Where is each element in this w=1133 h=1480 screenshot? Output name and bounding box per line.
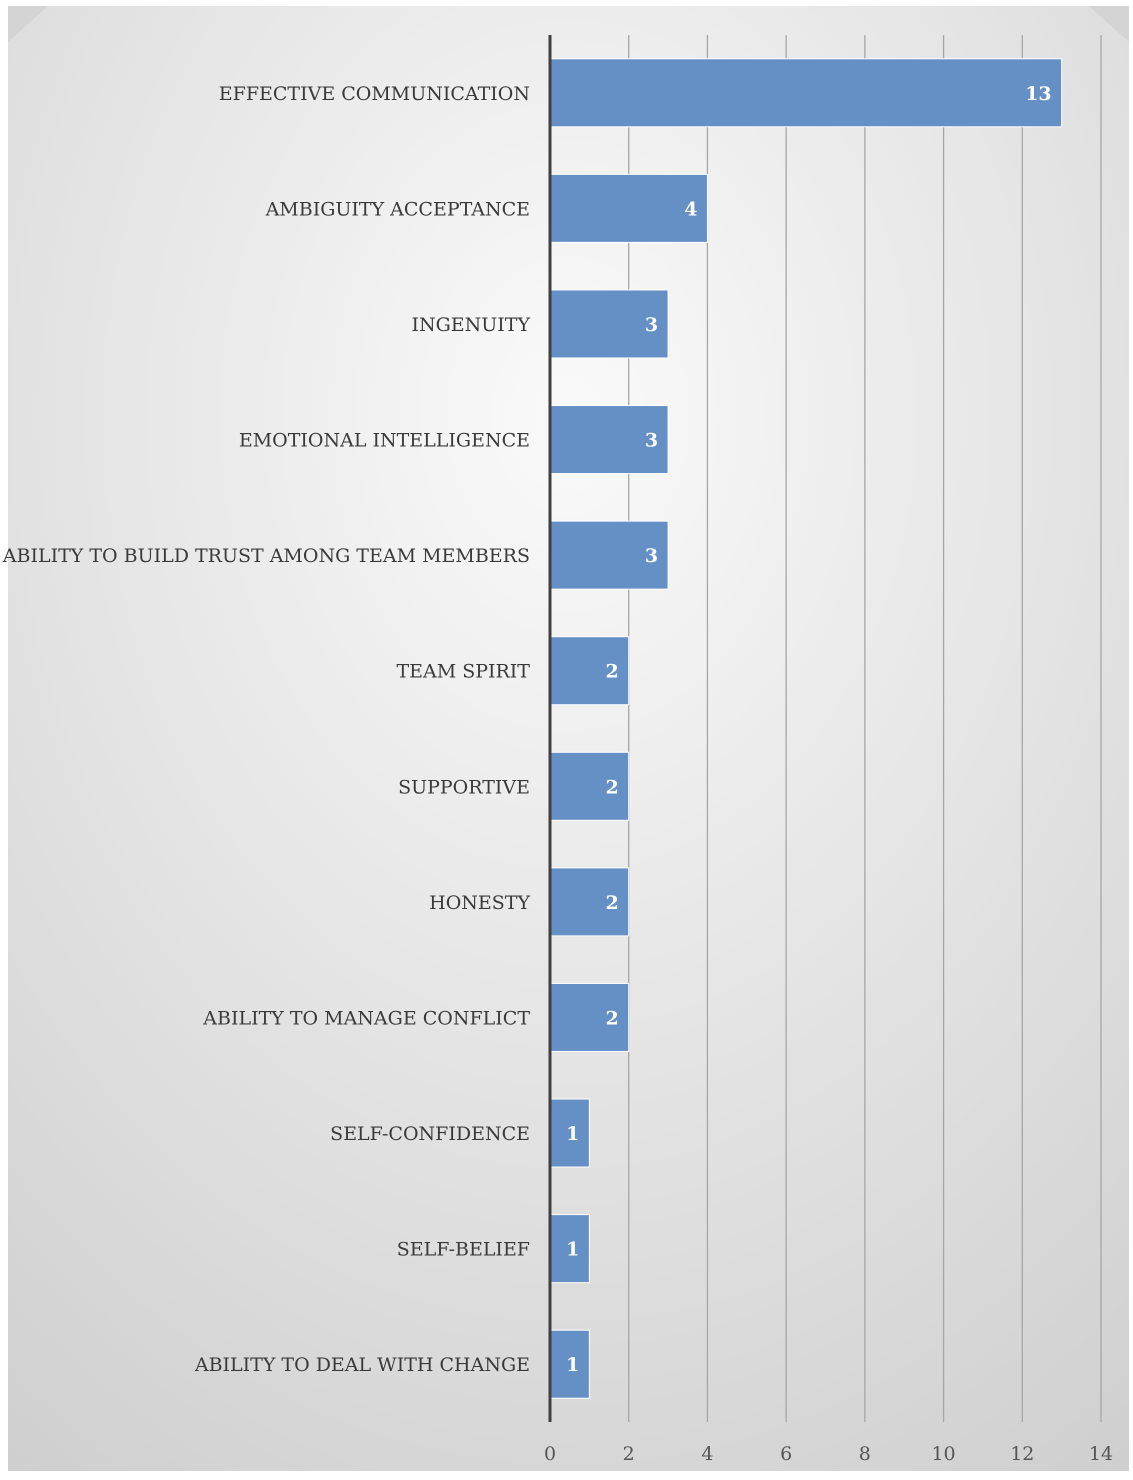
bar-6 xyxy=(549,636,630,706)
category-label-6: TEAM SPIRIT xyxy=(396,661,530,683)
x-tick-labels: 0 2 4 6 8 10 12 14 xyxy=(544,1443,1113,1465)
bar-3 xyxy=(549,289,669,359)
category-label-11: SELF-BELIEF xyxy=(397,1239,530,1261)
bar-12 xyxy=(549,1329,590,1399)
bar-10 xyxy=(549,1098,590,1168)
data-label-7: 2 xyxy=(605,776,618,798)
x-tick-2: 2 xyxy=(623,1443,635,1465)
data-label-11: 1 xyxy=(566,1239,579,1261)
bar-11 xyxy=(549,1214,590,1284)
x-tick-10: 10 xyxy=(931,1443,955,1465)
top-left-corner-fold xyxy=(8,6,48,42)
x-tick-6: 6 xyxy=(780,1443,792,1465)
bar-8 xyxy=(549,867,630,937)
data-label-12: 1 xyxy=(566,1354,579,1376)
category-label-9: ABILITY TO MANAGE CONFLICT xyxy=(202,1007,530,1029)
category-labels: EFFECTIVE COMMUNICATION AMBIGUITY ACCEPTA… xyxy=(2,83,531,1376)
category-label-7: SUPPORTIVE xyxy=(398,776,530,798)
data-label-5: 3 xyxy=(645,545,658,567)
x-tick-14: 14 xyxy=(1089,1443,1113,1465)
category-label-12: ABILITY TO DEAL WITH CHANGE xyxy=(194,1354,530,1376)
category-label-2: AMBIGUITY ACCEPTANCE xyxy=(265,198,530,220)
category-label-1: EFFECTIVE COMMUNICATION xyxy=(219,83,530,105)
data-label-1: 13 xyxy=(1025,83,1051,105)
category-label-8: HONESTY xyxy=(429,892,530,914)
bar-7 xyxy=(549,751,630,821)
x-tick-12: 12 xyxy=(1010,1443,1034,1465)
bar-4 xyxy=(549,405,669,475)
data-label-2: 4 xyxy=(684,198,697,220)
data-label-8: 2 xyxy=(605,892,618,914)
data-label-10: 1 xyxy=(566,1123,579,1145)
gridlines xyxy=(628,35,1102,1422)
bar-1 xyxy=(549,58,1063,128)
category-label-10: SELF-CONFIDENCE xyxy=(330,1123,530,1145)
x-tick-8: 8 xyxy=(859,1443,871,1465)
x-tick-0: 0 xyxy=(544,1443,556,1465)
x-tick-4: 4 xyxy=(701,1443,713,1465)
data-label-9: 2 xyxy=(605,1007,618,1029)
category-label-3: INGENUITY xyxy=(411,314,530,336)
bar-9 xyxy=(549,982,630,1052)
data-label-6: 2 xyxy=(605,661,618,683)
bar-5 xyxy=(549,520,669,590)
category-label-4: EMOTIONAL INTELLIGENCE xyxy=(239,430,530,452)
bars: 13 4 3 3 3 2 2 2 2 1 1 1 xyxy=(549,58,1063,1399)
top-right-corner-fold xyxy=(1089,6,1129,42)
data-label-4: 3 xyxy=(645,430,658,452)
data-label-3: 3 xyxy=(645,314,658,336)
category-label-5: ABILITY TO BUILD TRUST AMONG TEAM MEMBER… xyxy=(2,545,530,567)
